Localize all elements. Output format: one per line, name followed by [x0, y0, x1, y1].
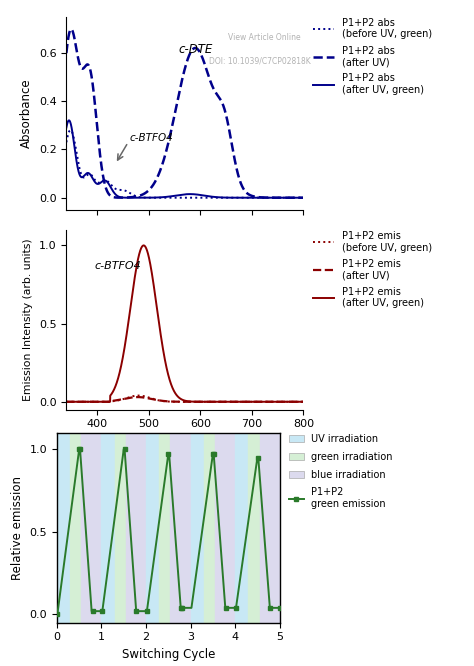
Bar: [215, 433, 235, 623]
Bar: [248, 433, 260, 623]
Bar: [101, 433, 115, 623]
Bar: [126, 433, 146, 623]
Text: c-BTFO4: c-BTFO4: [95, 261, 142, 271]
Bar: [70, 433, 82, 623]
Text: View Article Online: View Article Online: [228, 33, 300, 42]
Legend: P1+P2 emis
(before UV, green), P1+P2 emis
(after UV), P1+P2 emis
(after UV, gree: P1+P2 emis (before UV, green), P1+P2 emi…: [313, 231, 432, 308]
Bar: [146, 433, 159, 623]
Bar: [204, 433, 215, 623]
Legend: UV irradiation, green irradiation, blue irradiation, P1+P2
green emission: UV irradiation, green irradiation, blue …: [289, 434, 393, 509]
Bar: [235, 433, 248, 623]
Bar: [159, 433, 171, 623]
Bar: [260, 433, 280, 623]
Text: DOI: 10.1039/C7CP02818K: DOI: 10.1039/C7CP02818K: [209, 56, 310, 65]
Bar: [82, 433, 101, 623]
X-axis label: Switching Cycle: Switching Cycle: [122, 648, 215, 661]
Y-axis label: Absorbance: Absorbance: [20, 79, 33, 148]
Bar: [57, 433, 70, 623]
Text: c-BTFO4: c-BTFO4: [129, 133, 173, 143]
Bar: [115, 433, 126, 623]
X-axis label: Wavelength / nm: Wavelength / nm: [135, 435, 235, 448]
Bar: [171, 433, 191, 623]
Y-axis label: Relative emission: Relative emission: [11, 476, 24, 580]
Text: c-DTE: c-DTE: [179, 43, 213, 56]
Y-axis label: Emission Intensity (arb. units): Emission Intensity (arb. units): [23, 238, 34, 401]
Bar: [191, 433, 204, 623]
Legend: P1+P2 abs
(before UV, green), P1+P2 abs
(after UV), P1+P2 abs
(after UV, green): P1+P2 abs (before UV, green), P1+P2 abs …: [313, 17, 432, 95]
